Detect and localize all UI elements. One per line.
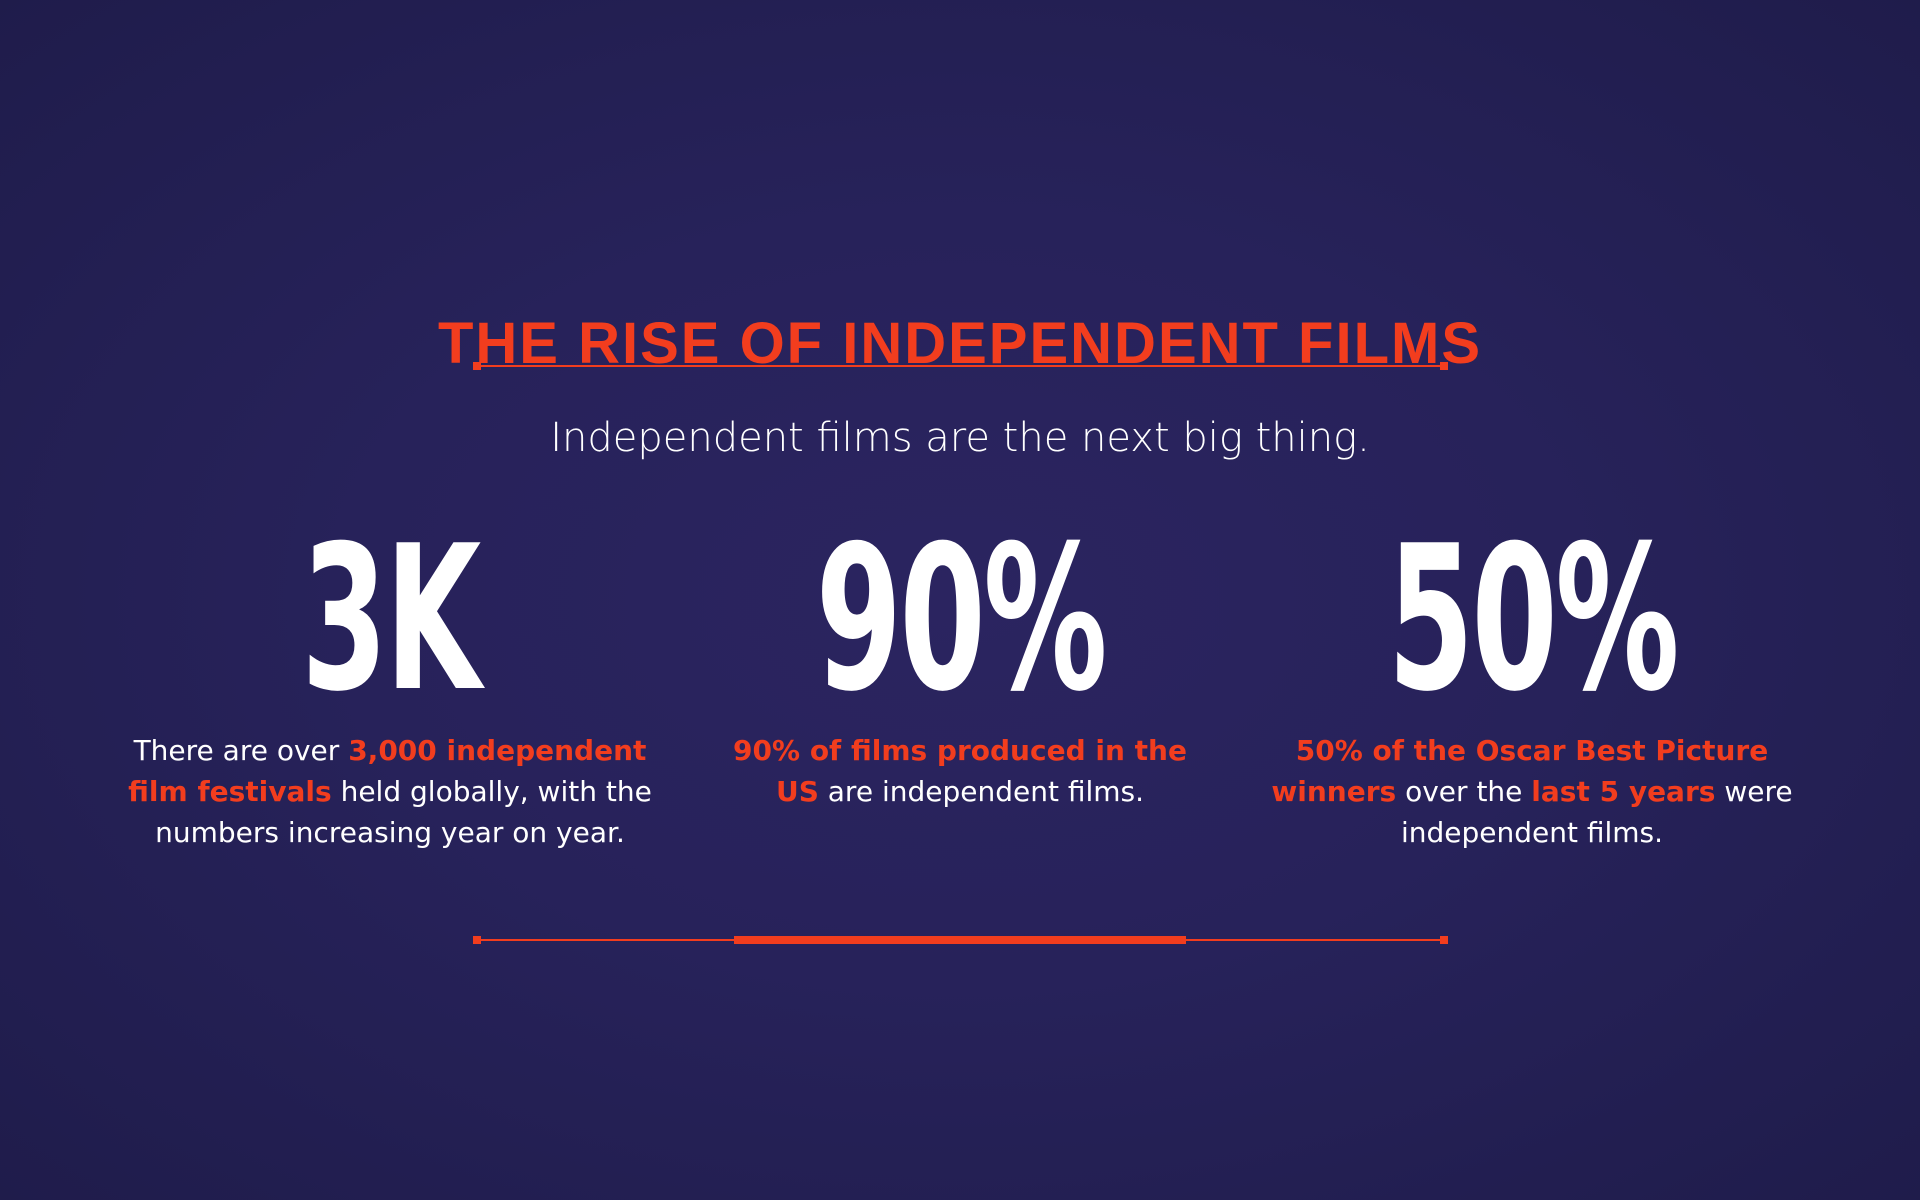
stat-description: 90% of films produced in the US are inde…	[710, 730, 1210, 812]
stat-text: are independent films.	[818, 775, 1145, 808]
stat-description: There are over 3,000 independent film fe…	[110, 730, 670, 853]
bottom-divider-left-cap	[473, 936, 481, 944]
stat-oscar-winners: 50% 50% of the Oscar Best Picture winner…	[1232, 520, 1832, 853]
stat-text: There are over	[133, 734, 349, 767]
stat-value: 50%	[1387, 503, 1679, 736]
stat-text: were independent films.	[1400, 775, 1793, 849]
bottom-divider-highlight	[734, 936, 1186, 944]
stat-highlight: 3,000 independent film festivals	[128, 734, 647, 808]
stat-highlight: 50% of the Oscar Best Picture winners	[1271, 734, 1769, 808]
title-divider-left-cap	[473, 362, 481, 370]
title-divider-right-cap	[1440, 362, 1448, 370]
page-subtitle: Independent films are the next big thing…	[550, 415, 1370, 461]
title-divider-line	[477, 365, 1445, 367]
page-title: THE RISE OF INDEPENDENT FILMS	[437, 310, 1483, 376]
bottom-divider-right-cap	[1440, 936, 1448, 944]
stat-highlight: 90% of films produced in the US	[733, 734, 1187, 808]
stat-us-films: 90% 90% of films produced in the US are …	[660, 520, 1260, 812]
stat-value: 90%	[815, 503, 1107, 736]
stat-description: 50% of the Oscar Best Picture winners ov…	[1252, 730, 1812, 853]
stat-text: over the	[1396, 775, 1532, 808]
stat-highlight: last 5 years	[1531, 775, 1716, 808]
stat-festivals: 3K There are over 3,000 independent film…	[90, 520, 690, 853]
stat-text: held globally, with the numbers increasi…	[155, 775, 652, 849]
stat-value: 3K	[301, 503, 481, 736]
